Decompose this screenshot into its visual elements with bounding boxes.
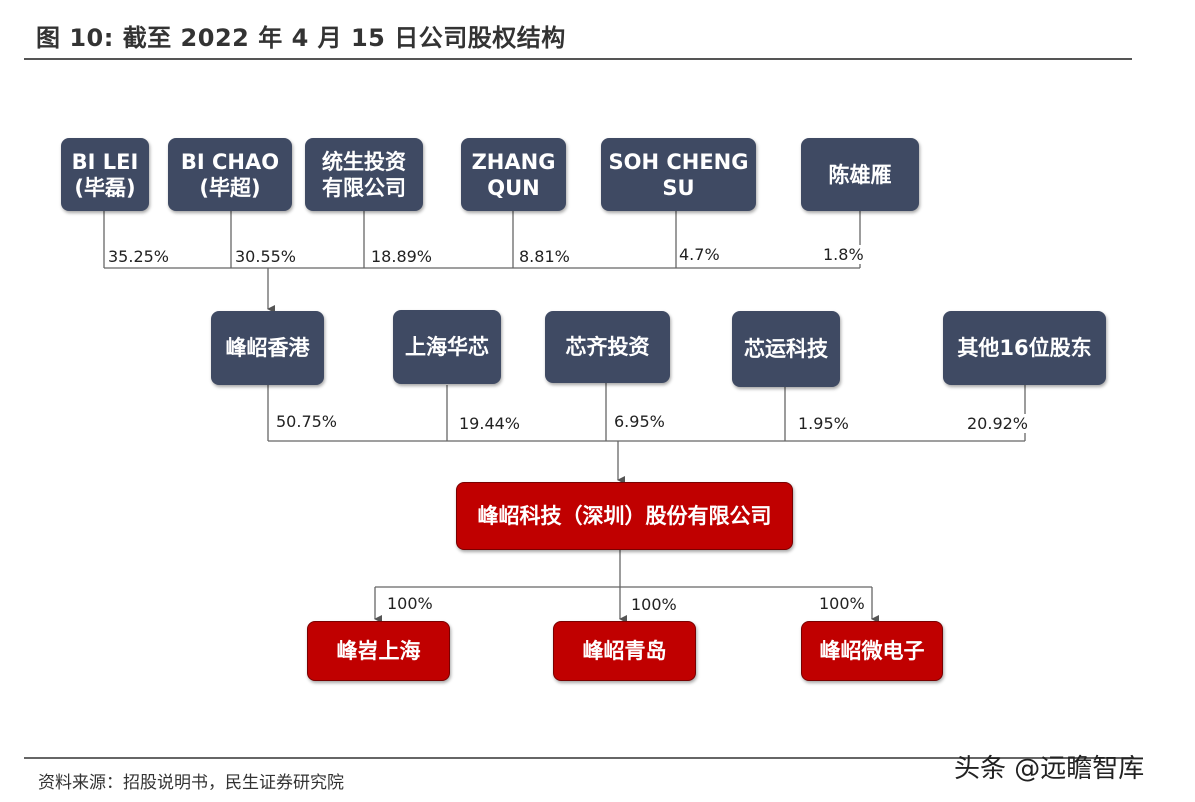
pct-shanghai-huaxin: 19.44% [457,414,523,433]
figure-title: 图 10: 截至 2022 年 4 月 15 日公司股权结构 [36,24,566,52]
watermark-text: 头条 @远瞻智库 [954,754,1145,784]
shareholder-tongsheng-investment: 统生投资 有限公司 [305,138,423,211]
shareholder-xinyun-tech: 芯运科技 [732,311,840,387]
shareholder-fengzhao-hk: 峰岹香港 [211,311,324,385]
pct-zhang-qun: 8.81% [517,247,572,266]
shareholder-xinqi-investment: 芯齐投资 [545,311,670,383]
shareholder-soh-cheng-su: SOH CHENG SU [601,138,756,211]
shareholder-other-16: 其他16位股东 [943,311,1106,385]
pct-chen-xiongyan: 1.8% [821,245,866,264]
pct-xinqi-investment: 6.95% [612,412,667,431]
source-note: 资料来源：招股说明书，民生证券研究院 [38,773,344,793]
pct-sub-microelectronics: 100% [817,594,867,613]
source-rule [24,757,1132,759]
pct-other-16: 20.92% [965,414,1031,433]
pct-bi-chao: 30.55% [233,247,299,266]
pct-bi-lei: 35.25% [106,247,172,266]
pct-tongsheng-investment: 18.89% [369,247,435,266]
title-rule [24,58,1132,60]
shareholder-chen-xiongyan: 陈雄雁 [801,138,919,211]
shareholder-shanghai-huaxin: 上海华芯 [393,310,501,384]
shareholder-zhang-qun: ZHANG QUN [461,138,566,211]
company-box: 峰岹科技（深圳）股份有限公司 [456,482,793,550]
pct-soh-cheng-su: 4.7% [677,245,722,264]
subsidiary-microelectronics: 峰岹微电子 [801,621,943,681]
subsidiary-qingdao: 峰岹青岛 [553,621,696,681]
shareholder-bi-chao: BI CHAO (毕超) [168,138,292,211]
pct-xinyun-tech: 1.95% [796,414,851,433]
pct-sub-shanghai: 100% [385,594,435,613]
subsidiary-shanghai: 峰岧上海 [307,621,450,681]
pct-fengzhao-hk: 50.75% [274,412,340,431]
shareholder-bi-lei: BI LEI (毕磊) [61,138,149,211]
pct-sub-qingdao: 100% [629,595,679,614]
